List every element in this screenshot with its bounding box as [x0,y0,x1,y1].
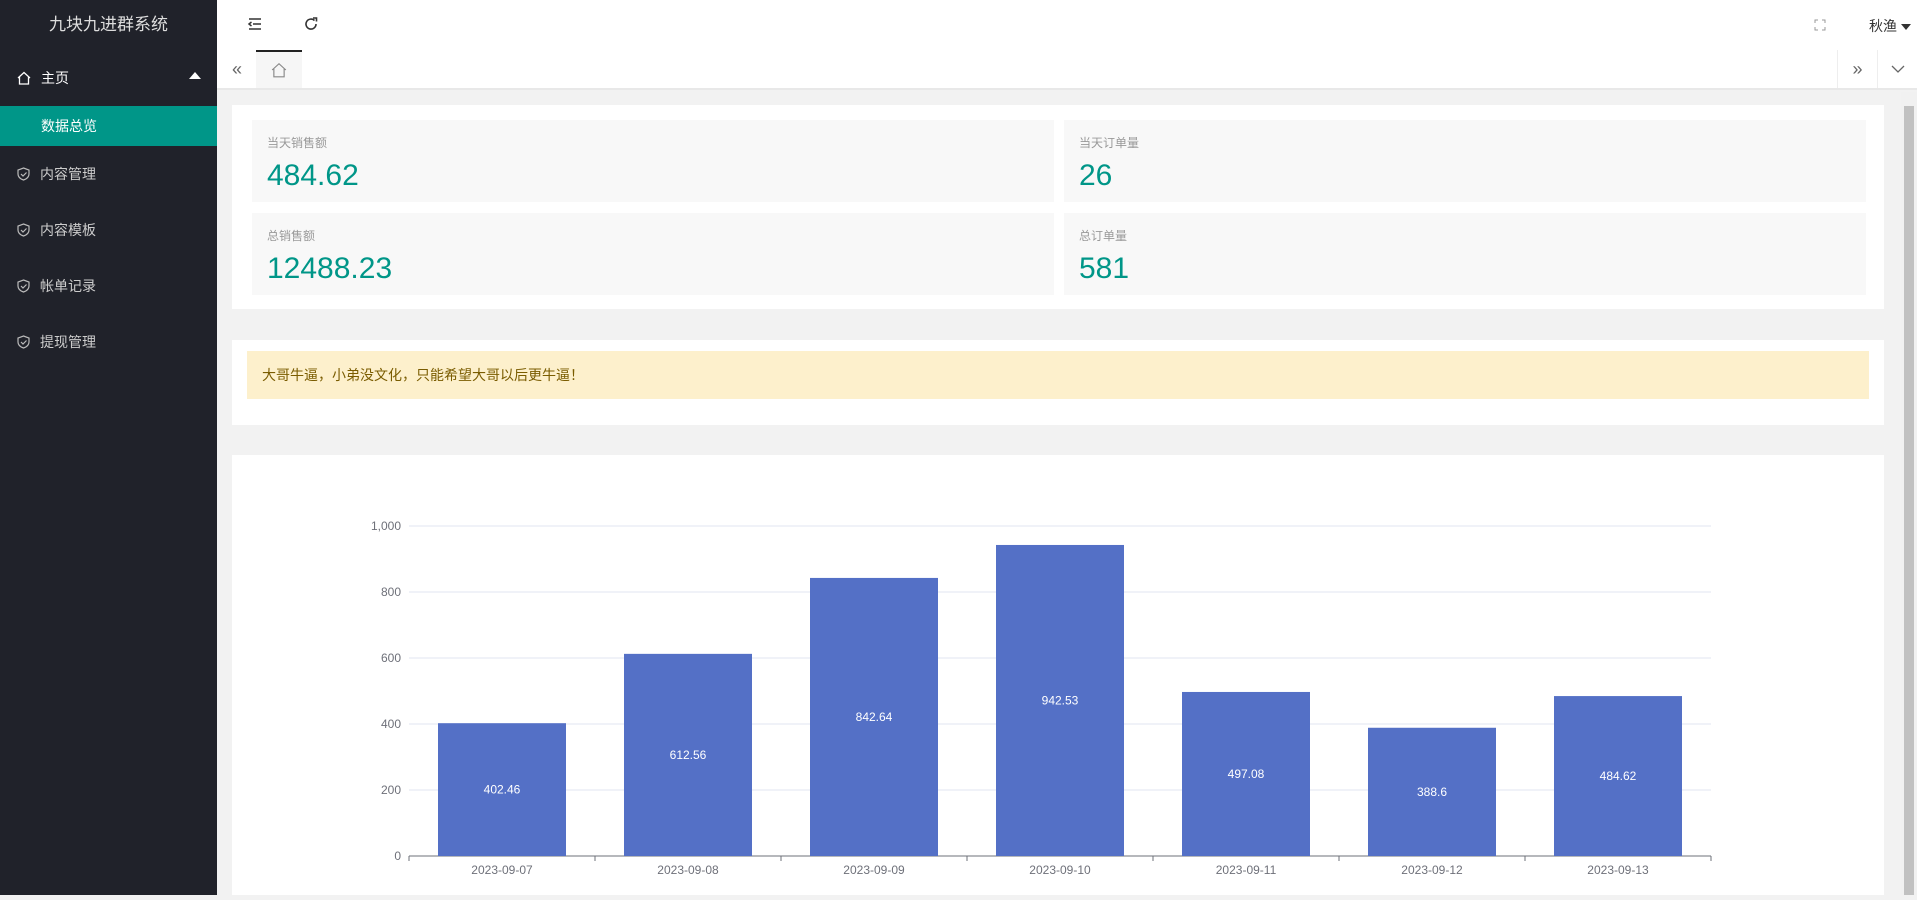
stat-total-orders: 总订单量 581 [1064,213,1866,295]
stat-total-sales: 总销售额 12488.23 [252,213,1054,295]
sidebar-item-overview[interactable]: 数据总览 [0,106,217,146]
notice-card: 大哥牛逼，小弟没文化，只能希望大哥以后更牛逼！ [232,340,1884,425]
caret-up-icon[interactable] [189,72,201,79]
y-tick-label: 600 [381,651,401,665]
bar-value-label: 842.64 [856,710,893,724]
x-tick-label: 2023-09-09 [843,863,905,877]
sidebar-item-label: 帐单记录 [40,278,96,294]
bar[interactable] [1182,691,1310,856]
bar-value-label: 942.53 [1042,693,1079,707]
x-tick-label: 2023-09-07 [471,863,533,877]
scrollbar[interactable] [1901,92,1917,895]
stat-value: 484.62 [267,159,359,192]
tabs-scroll-left-button[interactable]: « [217,50,257,88]
x-tick-label: 2023-09-12 [1401,863,1463,877]
bar-value-label: 497.08 [1228,767,1265,781]
stat-label: 当天订单量 [1079,136,1140,150]
bar[interactable] [1368,727,1496,856]
chart-card: 0 200 400 600 800 1,000 402.46 2023-09-07 612.56… [232,455,1884,895]
tab-home[interactable] [256,50,302,88]
stat-value: 26 [1079,159,1113,192]
stat-value: 581 [1079,252,1130,285]
user-menu[interactable]: 秋渔 [1869,16,1911,36]
tabs-dropdown-button[interactable] [1877,50,1917,88]
y-tick-label: 200 [381,783,401,797]
y-tick-label: 400 [381,717,401,731]
sidebar-item[interactable]: 提现管理 [0,314,217,370]
bar-value-label: 402.46 [484,783,521,797]
notice-banner: 大哥牛逼，小弟没文化，只能希望大哥以后更牛逼！ [247,351,1869,399]
x-tick-label: 2023-09-13 [1587,863,1649,877]
stat-label: 当天销售额 [267,136,328,150]
home-icon [271,62,287,78]
double-chevron-right-icon: » [1852,58,1863,79]
bar-value-label: 484.62 [1600,769,1637,783]
scrollbar-thumb[interactable] [1904,106,1914,895]
bar-value-label: 612.56 [670,748,707,762]
tab-bar: « » [217,50,1917,90]
stat-value: 12488.23 [267,252,393,285]
app-logo: 九块九进群系统 [49,15,168,34]
sidebar-group-label: 主页 [41,70,69,86]
bar[interactable] [438,723,566,856]
y-tick-label: 1,000 [371,519,401,533]
refresh-icon[interactable] [303,16,319,32]
shield-check-icon [17,335,30,349]
sidebar-item[interactable]: 内容管理 [0,146,217,202]
chevron-down-icon [1891,65,1904,73]
x-tick-label: 2023-09-11 [1216,863,1277,877]
sidebar-item-label: 内容模板 [40,222,96,238]
stats-card: 当天销售额 484.62 当天订单量 26 总销售额 12488.23 总订单量 581 [232,105,1884,309]
x-tick-label: 2023-09-08 [657,863,719,877]
sidebar: 九块九进群系统 主页 数据总览 内容管理内容模板帐单记录提现管理 [0,0,217,895]
stat-today-sales: 当天销售额 484.62 [252,120,1054,202]
bar[interactable] [996,544,1124,856]
sidebar-item-label: 内容管理 [40,166,96,182]
y-tick-label: 0 [394,849,401,863]
user-name: 秋渔 [1869,18,1897,34]
caret-down-icon [1900,24,1911,31]
bar-value-label: 388.6 [1417,785,1447,799]
y-tick-label: 800 [381,585,401,599]
sidebar-item[interactable]: 帐单记录 [0,258,217,314]
bar[interactable] [810,577,938,856]
stat-today-orders: 当天订单量 26 [1064,120,1866,202]
sidebar-group-home[interactable]: 主页 [0,50,217,106]
top-header: 秋渔 [217,0,1917,50]
stat-label: 总订单量 [1079,229,1128,243]
menu-fold-icon[interactable] [247,16,263,32]
sales-bar-chart: 0 200 400 600 800 1,000 402.46 2023-09-07 612.56… [371,519,1712,877]
stat-label: 总销售额 [267,229,316,243]
fullscreen-icon[interactable] [1814,19,1826,31]
shield-check-icon [17,223,30,237]
double-chevron-left-icon: « [231,58,242,79]
x-tick-label: 2023-09-10 [1029,863,1091,877]
sidebar-item-label: 提现管理 [40,334,96,350]
shield-check-icon [17,167,30,181]
bar[interactable] [1554,696,1682,856]
bar[interactable] [624,653,752,856]
tabs-scroll-right-button[interactable]: » [1837,50,1877,88]
home-icon [17,71,31,85]
sidebar-item[interactable]: 内容模板 [0,202,217,258]
shield-check-icon [17,279,30,293]
